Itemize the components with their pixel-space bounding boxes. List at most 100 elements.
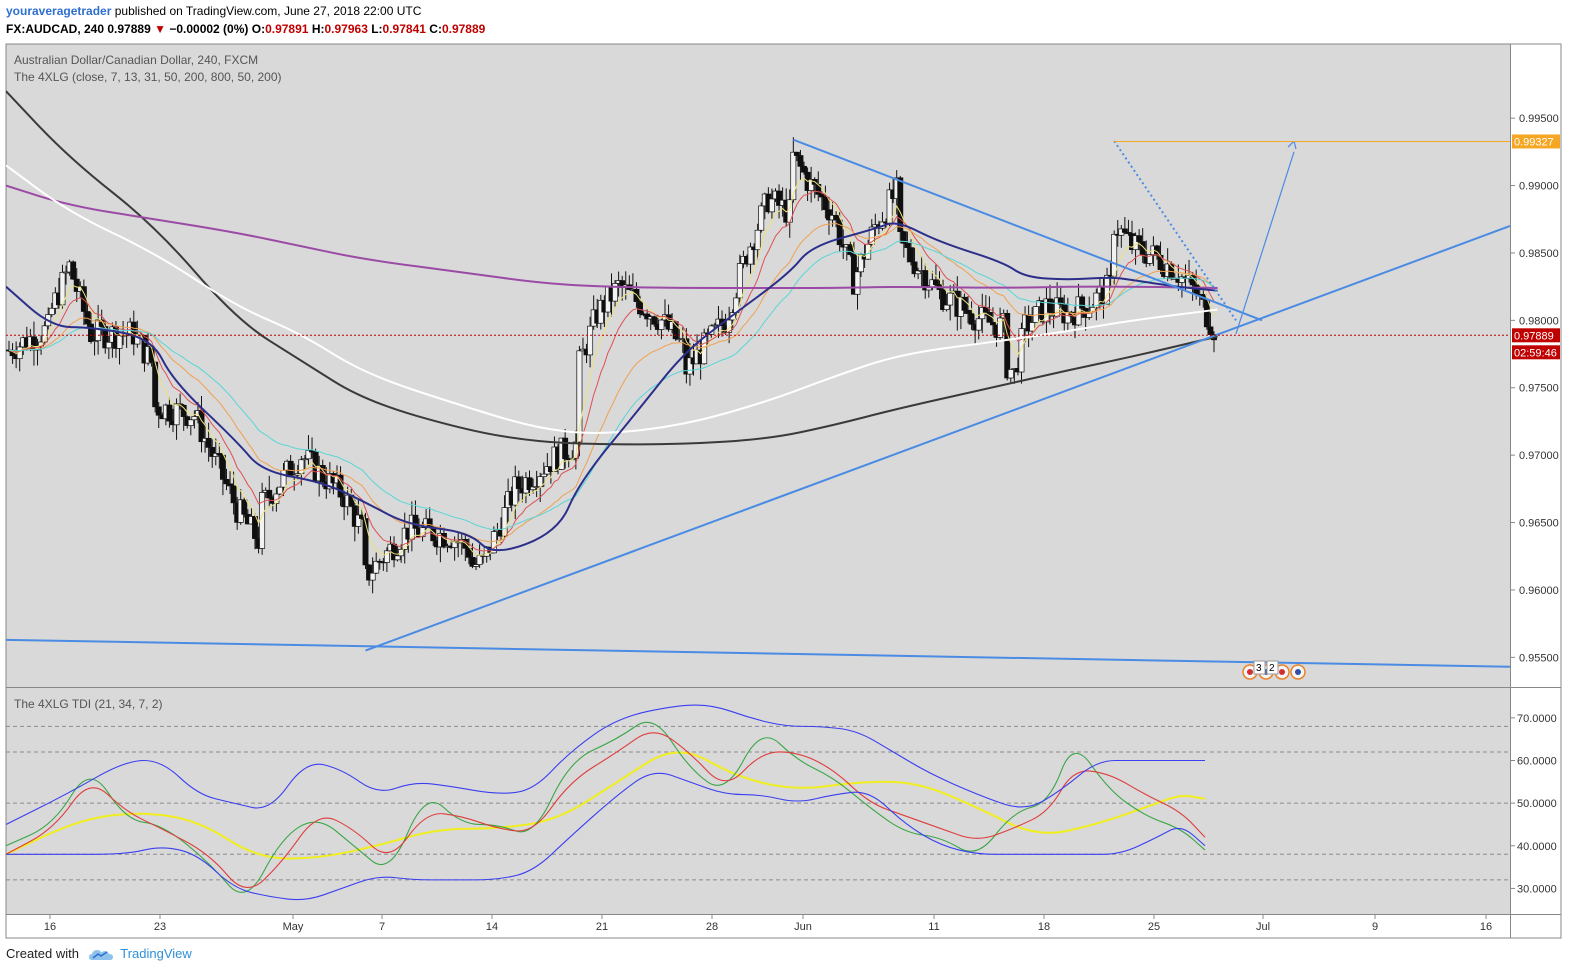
candle-down	[1136, 235, 1143, 242]
candle-up	[1029, 322, 1036, 332]
candle-up	[612, 283, 619, 302]
tdi-rsi-line	[6, 721, 1206, 893]
candle-up	[726, 319, 733, 333]
candle-up	[758, 205, 765, 231]
tdi-tick-label: 30.0000	[1517, 883, 1557, 895]
candle-up	[1104, 274, 1110, 305]
countdown-label: 02:59:46	[1514, 347, 1557, 359]
candle-up	[686, 357, 693, 375]
time-tick-label: 21	[596, 921, 608, 933]
tdi-tick-label: 50.0000	[1517, 798, 1557, 810]
tdi-plot	[6, 704, 1510, 901]
candle-up	[768, 198, 775, 213]
time-tick-label: 16	[44, 921, 56, 933]
candle-down	[216, 453, 223, 456]
candle-up	[276, 486, 283, 495]
candle-down	[1125, 232, 1132, 234]
tdi-tick-label: 70.0000	[1517, 713, 1557, 725]
price-tick-label: 0.95500	[1519, 652, 1559, 664]
flag-center-icon	[1279, 669, 1285, 675]
candle-up	[658, 319, 665, 330]
candle-up	[473, 564, 479, 567]
tdi-upper-band	[6, 704, 1206, 825]
candle-down	[982, 307, 989, 313]
candle-up	[187, 419, 194, 426]
candle-down	[1207, 326, 1214, 335]
candle-up	[975, 318, 982, 331]
candle-down	[241, 499, 248, 515]
candle-up	[1007, 369, 1014, 379]
candle-down	[309, 450, 315, 453]
candle-up	[476, 555, 483, 565]
symbol-label: FX:AUDCAD, 240	[6, 22, 105, 36]
candle-up	[808, 179, 815, 191]
price-tick-label: 0.98000	[1519, 315, 1559, 327]
candle-down	[562, 437, 569, 460]
candle-down	[940, 289, 947, 310]
tdi-tick-label: 40.0000	[1517, 841, 1557, 853]
ema-50-line	[8, 240, 1215, 531]
candle-down	[1047, 298, 1053, 313]
sma-800-line	[6, 184, 1218, 289]
author-link[interactable]: youraveragetrader	[6, 4, 112, 18]
time-tick-label: Jun	[794, 921, 812, 933]
close-label: C:	[429, 22, 442, 36]
candle-down	[1121, 228, 1128, 233]
candle-down	[88, 323, 94, 342]
change-value: −0.00002 (0%)	[169, 22, 249, 36]
candle-up	[394, 555, 401, 561]
candle-down	[904, 242, 911, 248]
indicator-legend: The 4XLG (close, 7, 13, 31, 50, 200, 800…	[14, 70, 282, 84]
candle-up	[576, 350, 583, 443]
time-tick-label: 9	[1372, 921, 1378, 933]
candle-down	[219, 454, 226, 480]
candle-up	[301, 458, 308, 461]
open-value: 0.97891	[265, 22, 309, 36]
low-label: L:	[371, 22, 383, 36]
candle-up	[373, 560, 380, 574]
descending-trendline	[792, 138, 1263, 322]
event-count-badge: 2	[1269, 663, 1275, 674]
candle-down	[440, 533, 447, 548]
tradingview-link[interactable]: TradingView	[120, 946, 192, 961]
target-price-label: 0.99327	[1514, 136, 1554, 148]
candle-up	[790, 151, 797, 201]
price-tick-label: 0.97500	[1519, 383, 1559, 395]
candle-down	[633, 289, 640, 302]
high-label: H:	[311, 22, 325, 36]
candle-down	[73, 278, 80, 292]
time-tick-label: 14	[486, 921, 498, 933]
projection-arrow-icon	[1287, 140, 1297, 150]
candle-down	[469, 556, 476, 567]
candle-down	[1057, 297, 1064, 305]
candle-down	[252, 516, 258, 539]
time-tick-label: 7	[379, 921, 385, 933]
flag-center-icon	[1247, 669, 1253, 675]
open-label: O:	[251, 22, 266, 36]
price-tick-label: 0.96500	[1519, 518, 1559, 530]
candle-down	[897, 177, 904, 232]
candle-up	[91, 340, 98, 342]
current-price-label-bg	[1512, 328, 1560, 343]
candle-down	[900, 231, 907, 244]
candle-down	[1079, 296, 1086, 309]
time-tick-label: Jul	[1256, 921, 1270, 933]
candle-down	[990, 321, 996, 326]
candle-down	[922, 270, 929, 291]
candle-down	[230, 485, 237, 504]
time-tick-label: May	[283, 921, 304, 933]
candle-down	[651, 316, 658, 325]
candle-down	[205, 437, 212, 448]
candle-up	[997, 317, 1004, 338]
price-tick-label: 0.98500	[1519, 248, 1559, 260]
high-value: 0.97963	[324, 22, 368, 36]
candle-down	[266, 489, 273, 499]
candle-up	[533, 486, 540, 489]
candle-up	[530, 486, 537, 491]
ema-13-line	[8, 190, 1215, 552]
candle-up	[41, 325, 48, 343]
tdi-legend: The 4XLG TDI (21, 34, 7, 2)	[14, 697, 163, 711]
price-axis-bg	[1511, 44, 1561, 914]
time-tick-label: 23	[154, 921, 166, 933]
published-text: published on TradingView.com, June 27, 2…	[114, 4, 422, 18]
